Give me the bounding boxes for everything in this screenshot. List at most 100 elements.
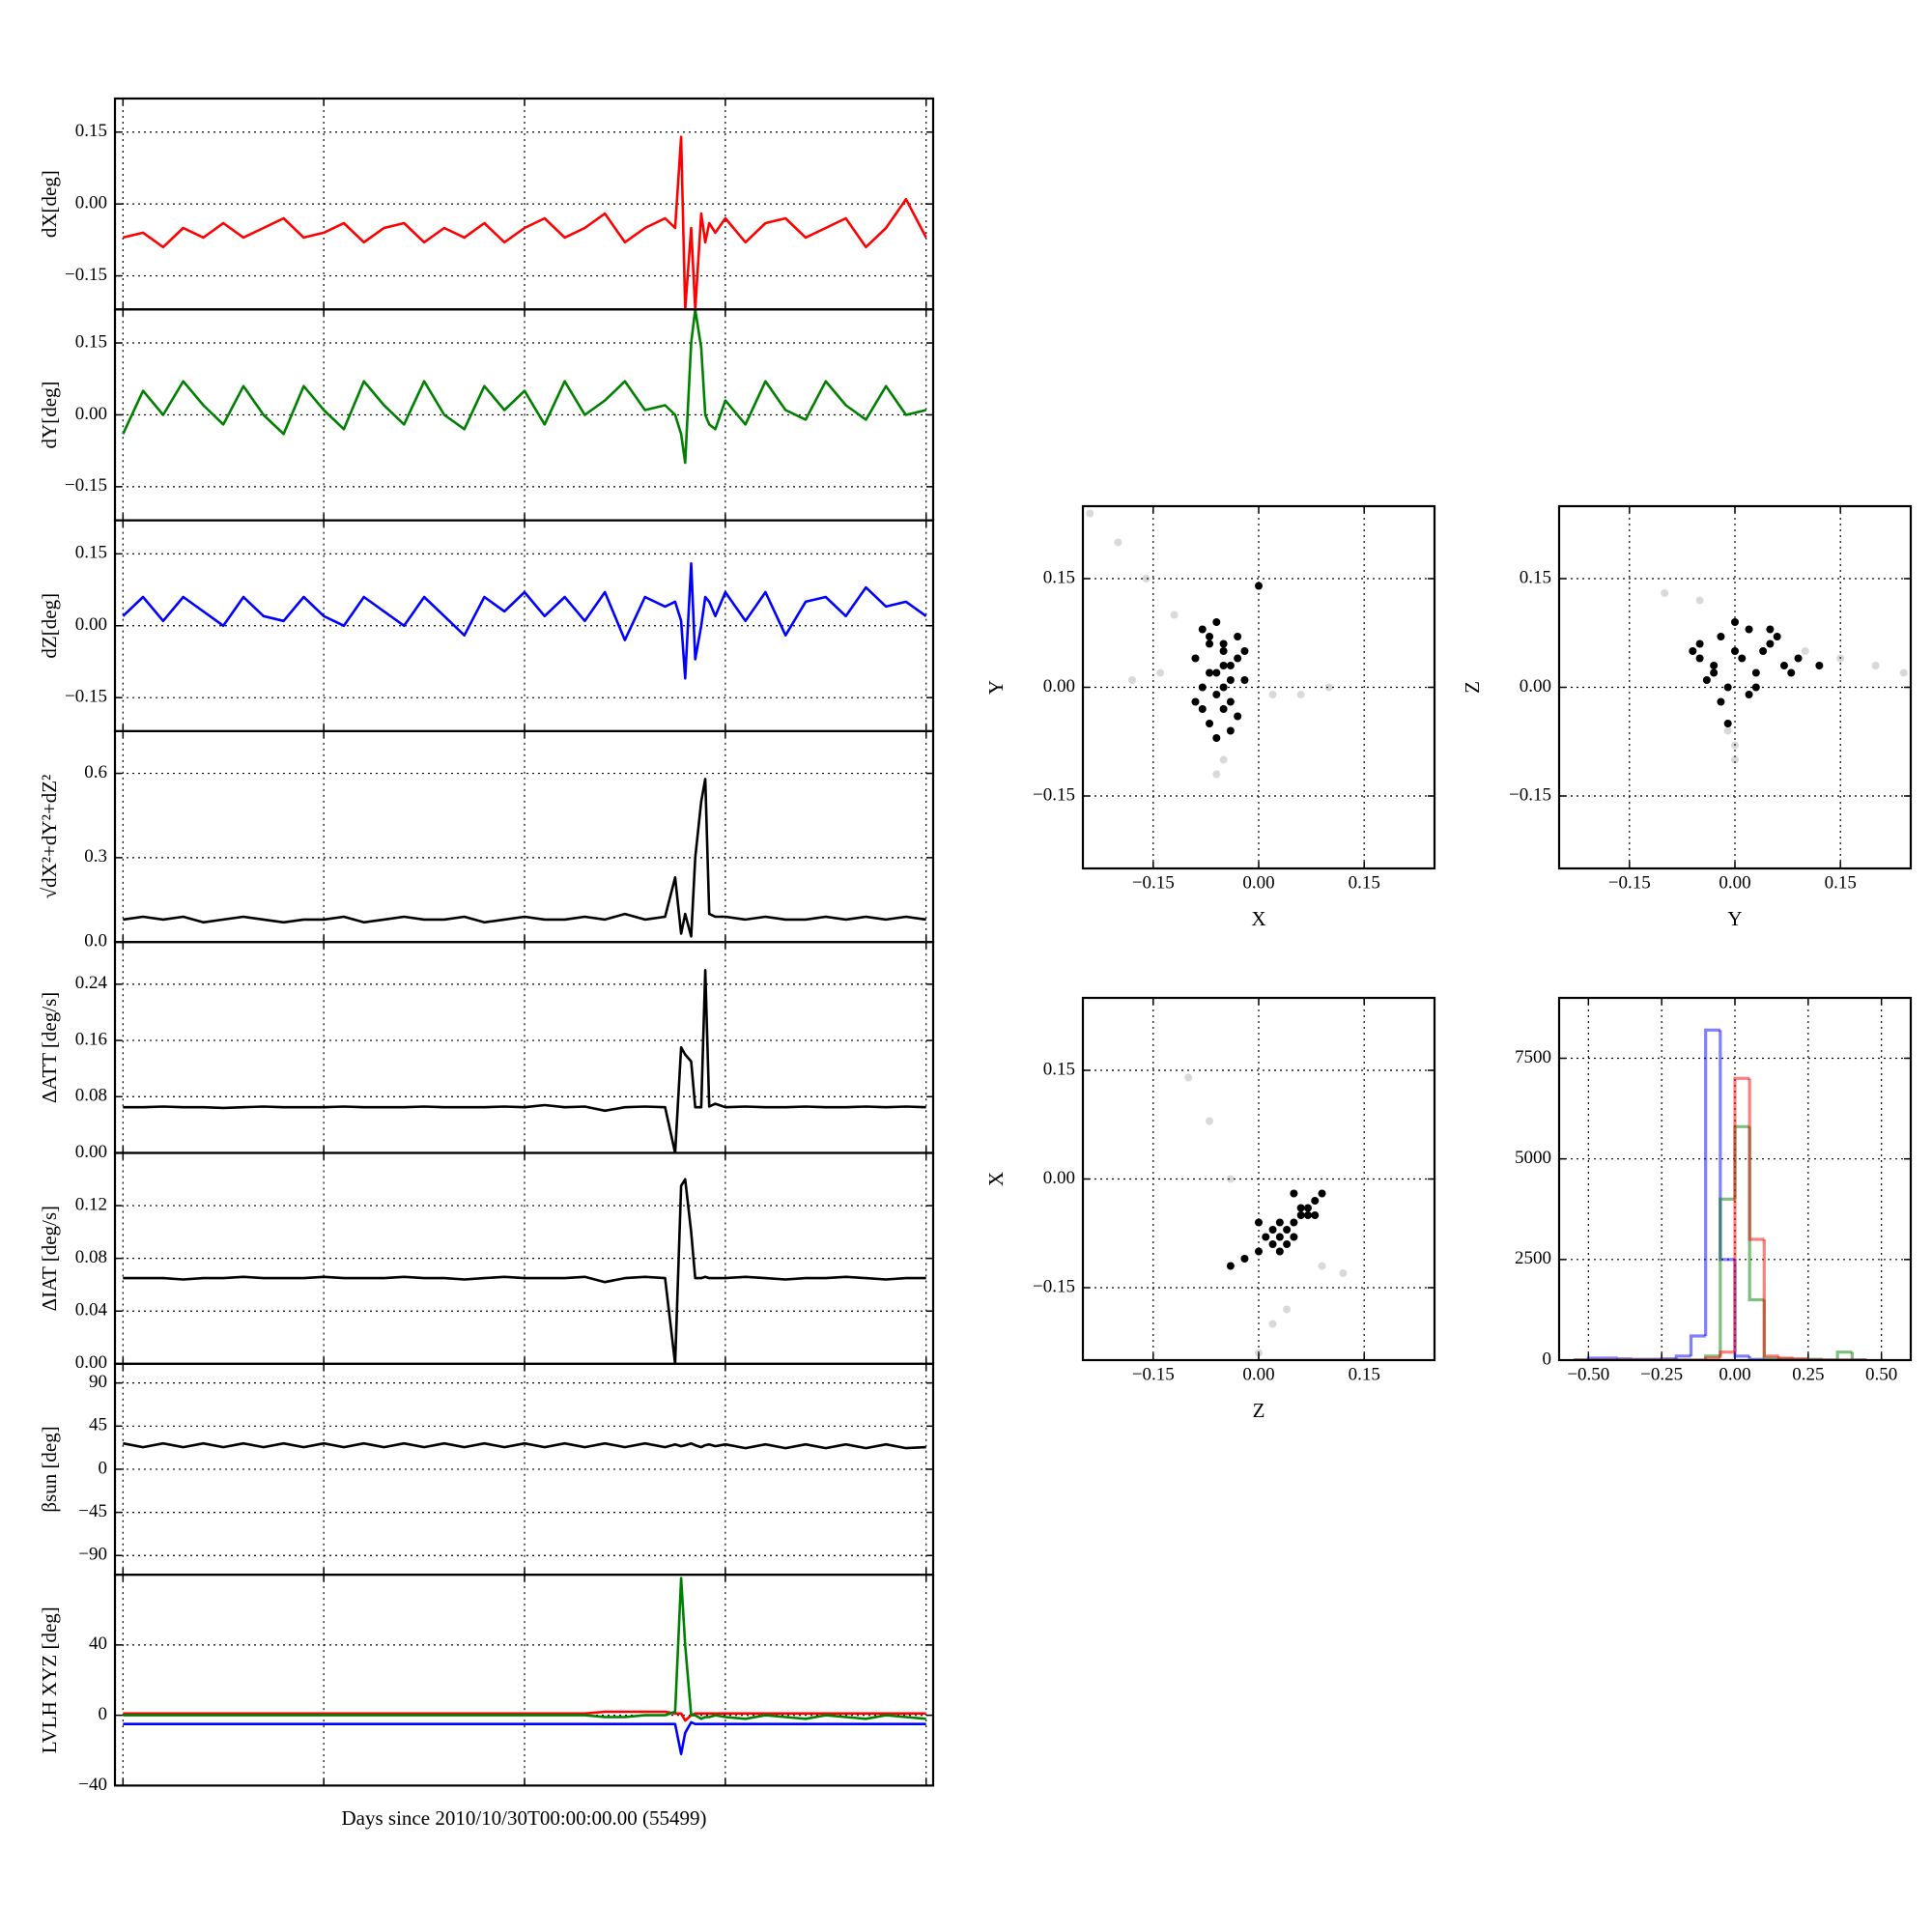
y-tick-label: 0.15 <box>1043 567 1075 587</box>
data-line <box>123 1441 926 1450</box>
scatter-point <box>1191 654 1200 663</box>
scatter-point <box>1226 1262 1235 1270</box>
data-line <box>122 135 927 310</box>
y-axis-label: X <box>984 1172 1008 1186</box>
y-tick-label: −0.15 <box>65 265 107 285</box>
histogram-step <box>1792 1357 1808 1360</box>
scatter-point <box>1219 647 1228 655</box>
scatter-point <box>1738 654 1747 663</box>
x-tick-label: 0.00 <box>1719 1364 1750 1384</box>
panel: 0.00 0.08 0.16 0.24 ΔATT [deg/s] <box>38 941 935 1162</box>
y-axis-label: Z <box>1461 681 1484 694</box>
scatter-point <box>1710 668 1719 677</box>
scatter-point <box>1296 1204 1305 1212</box>
data-line <box>123 1720 926 1755</box>
scatter-point <box>1184 1073 1193 1082</box>
scatter-point <box>1899 668 1908 677</box>
y-tick-label: 0.00 <box>75 404 107 424</box>
scatter-point <box>1689 647 1697 655</box>
scatter-point <box>1731 755 1739 764</box>
x-tick-label: −0.15 <box>1132 872 1175 893</box>
scatter-point <box>1759 647 1768 655</box>
x-tick-label: −0.15 <box>1132 1364 1175 1384</box>
y-tick-label: 0.00 <box>1043 676 1075 696</box>
histogram-step <box>1733 1259 1750 1358</box>
y-tick-label: 0.6 <box>84 762 107 782</box>
scatter-point <box>1156 668 1165 677</box>
y-tick-label: −0.15 <box>65 475 107 496</box>
y-axis-label: ΔIAT [deg/s] <box>38 1206 61 1311</box>
y-tick-label: 0.08 <box>75 1247 107 1267</box>
scatter-point <box>1318 1262 1326 1270</box>
marks <box>1574 1028 1867 1360</box>
scatter-point <box>1226 726 1235 735</box>
scatter-point <box>1226 676 1235 684</box>
y-tick-label: 0.15 <box>75 543 107 563</box>
axes-frame <box>113 1573 935 1787</box>
y-tick-label: 5000 <box>1515 1148 1551 1168</box>
data-line <box>123 1577 926 1720</box>
y-tick-label: −0.15 <box>1033 784 1075 805</box>
scatter-point <box>1219 662 1228 669</box>
scatter-point <box>1731 647 1739 655</box>
histogram-step <box>1850 1351 1867 1360</box>
panel: 0.0 0.3 0.6 √dX²+dY²+dZ² <box>38 729 935 952</box>
y-tick-label: 0.08 <box>75 1086 107 1106</box>
data-line <box>122 309 927 465</box>
marks <box>123 1441 926 1450</box>
x-tick-label: 0.25 <box>1792 1364 1824 1384</box>
y-tick-label: 0 <box>99 1704 108 1724</box>
x-tick-label: 0.15 <box>1349 872 1380 893</box>
scatter-point <box>1198 705 1207 713</box>
scatter-point <box>1815 662 1824 669</box>
y-axis-label: βsun [deg] <box>38 1426 61 1512</box>
scatter-point <box>1290 1218 1298 1227</box>
data-line <box>123 969 926 1153</box>
axes-frame <box>1081 996 1436 1362</box>
y-axis-label: dX[deg] <box>38 170 61 238</box>
y-tick-label: −45 <box>78 1501 107 1521</box>
x-tick-label: 0.00 <box>1242 872 1274 893</box>
y-tick-label: 0.16 <box>75 1029 107 1049</box>
histogram-step <box>1747 1078 1765 1241</box>
scatter-point <box>1296 691 1305 698</box>
scatter-point <box>1206 639 1214 648</box>
scatter-point <box>1234 654 1242 663</box>
scatter-point <box>1219 705 1228 713</box>
y-tick-label: 0.00 <box>1043 1168 1075 1188</box>
y-tick-label: 0.15 <box>75 121 107 141</box>
scatter-point <box>1240 647 1249 655</box>
axes-frame <box>1557 996 1913 1362</box>
y-tick-label: 0.12 <box>75 1194 107 1214</box>
y-tick-label: 2500 <box>1515 1248 1551 1268</box>
scatter-point <box>1695 639 1704 648</box>
y-tick-label: −90 <box>78 1545 107 1565</box>
y-tick-label: 0.24 <box>75 973 108 993</box>
scatter-point <box>1240 676 1249 684</box>
y-tick-label: 0.15 <box>75 331 107 352</box>
scatter-point <box>1212 691 1221 698</box>
scatter-point <box>1275 1233 1284 1241</box>
scatter-point <box>1766 639 1775 648</box>
scatter-point <box>1219 639 1228 648</box>
marks <box>1184 1073 1348 1357</box>
scatter-point <box>1745 691 1753 698</box>
y-tick-label: 0.0 <box>84 931 107 952</box>
scatter-point <box>1745 625 1753 634</box>
y-tick-label: −0.15 <box>1033 1276 1075 1296</box>
y-tick-label: 0.00 <box>75 1352 107 1373</box>
marks <box>123 969 926 1153</box>
panel: −0.15 0.00 0.15 dZ[deg] <box>38 519 935 732</box>
scatter-point <box>1268 1320 1277 1328</box>
scatter-point <box>1219 755 1228 764</box>
x-tick-label: 0.00 <box>1242 1364 1274 1384</box>
data-line <box>122 562 927 680</box>
histogram-step <box>1704 1028 1720 1336</box>
scatter-point <box>1262 1233 1270 1241</box>
scatter-point <box>1717 697 1725 706</box>
scatter-point <box>1787 668 1796 677</box>
scatter-point <box>1311 1197 1320 1205</box>
scatter-point <box>1303 1211 1312 1219</box>
y-tick-label: 7500 <box>1515 1047 1551 1067</box>
